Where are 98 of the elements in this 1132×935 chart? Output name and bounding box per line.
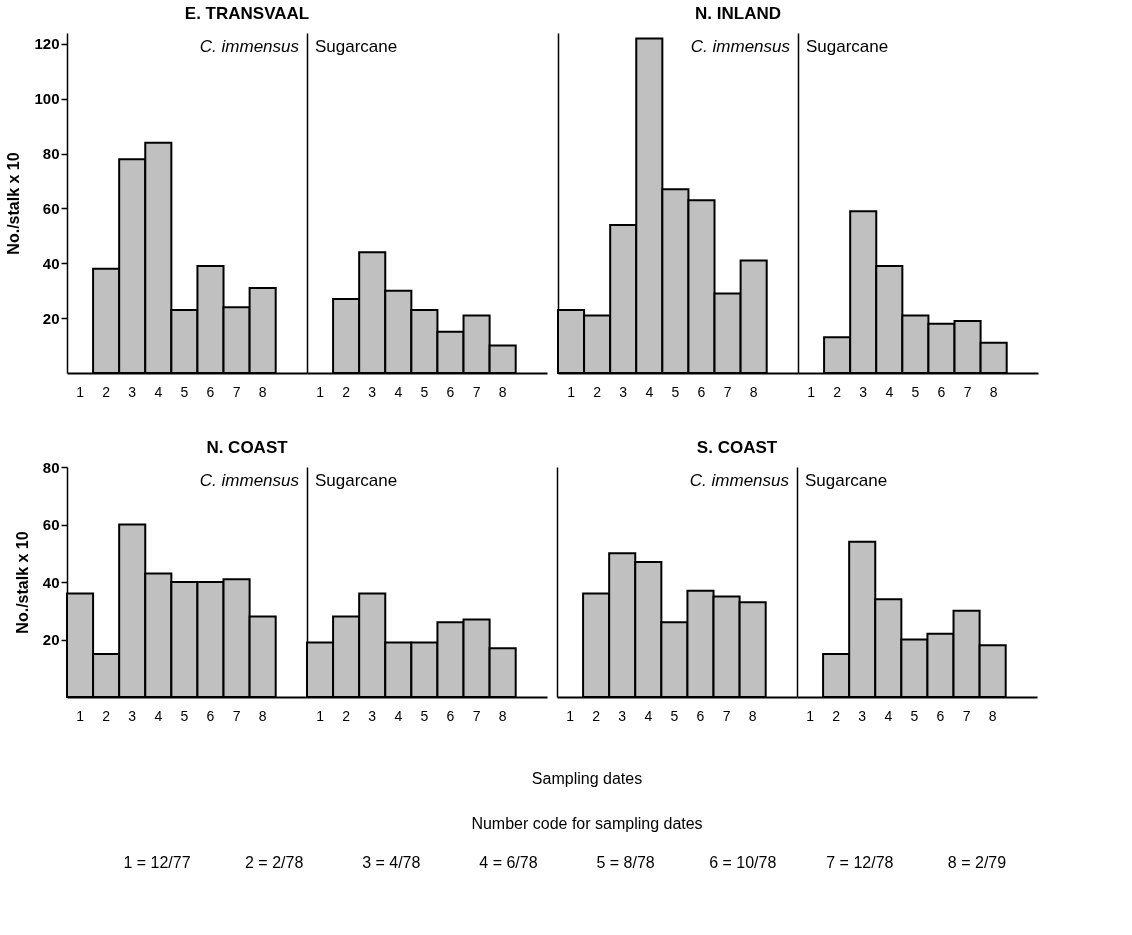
- chart-title: E. TRANSVAAL: [184, 4, 310, 23]
- x-tick-label: 4: [645, 383, 654, 400]
- x-tick-label: 4: [884, 707, 893, 724]
- text: Number code for sampling dates: [471, 815, 703, 832]
- x-tick-label: 2: [832, 707, 841, 724]
- y-tick-label: 80: [42, 145, 60, 163]
- x-tick-label: 3: [128, 707, 137, 724]
- x-tick-label: 6: [206, 707, 215, 724]
- x-tick-label: 8: [498, 383, 507, 400]
- x-tick-label: 8: [498, 707, 507, 724]
- chart-subtitle: Sugarcane: [806, 37, 889, 56]
- x-tick-label: 3: [128, 383, 137, 400]
- x-tick-label: 4: [154, 383, 163, 400]
- x-tick-label: 8: [989, 383, 998, 400]
- chart-subtitle: C. immensus: [199, 471, 300, 490]
- x-tick-label: 7: [963, 383, 972, 400]
- text: 4 = 6/78: [479, 854, 538, 871]
- x-tick-label: 8: [988, 707, 997, 724]
- x-tick-label: 2: [102, 383, 111, 400]
- chart-subtitle: C. immensus: [689, 471, 790, 490]
- text: 5 = 8/78: [596, 854, 655, 871]
- x-tick-label: 1: [806, 707, 815, 724]
- text: 7 = 12/78: [826, 854, 894, 871]
- x-tick-label: 2: [102, 707, 111, 724]
- x-tick-label: 3: [618, 707, 627, 724]
- x-tick-label: 5: [180, 383, 189, 400]
- x-tick-label: 3: [619, 383, 628, 400]
- x-tick-label: 4: [394, 707, 403, 724]
- x-tick-label: 8: [258, 707, 267, 724]
- x-tick-label: 2: [342, 707, 351, 724]
- x-tick-label: 2: [592, 707, 601, 724]
- text: 3 = 4/78: [362, 854, 421, 871]
- chart-subtitle: Sugarcane: [315, 37, 398, 56]
- x-tick-label: 6: [696, 707, 705, 724]
- y-tick-label: 120: [34, 35, 60, 53]
- x-tick-label: 5: [420, 707, 429, 724]
- x-tick-label: 8: [258, 383, 267, 400]
- x-tick-label: 2: [593, 383, 602, 400]
- x-tick-label: 6: [697, 383, 706, 400]
- x-tick-label: 6: [936, 707, 945, 724]
- x-tick-label: 4: [644, 707, 653, 724]
- chart-title: S. COAST: [696, 438, 778, 457]
- x-tick-label: 8: [749, 383, 758, 400]
- y-tick-label: 40: [42, 254, 60, 272]
- x-tick-label: 7: [722, 707, 731, 724]
- y-tick-label: 20: [42, 309, 60, 327]
- x-tick-label: 2: [833, 383, 842, 400]
- x-tick-label: 3: [368, 707, 377, 724]
- x-tick-label: 1: [316, 707, 325, 724]
- y-axis-title: No./stalk x 10: [5, 152, 23, 255]
- y-tick-label: 100: [34, 90, 60, 108]
- text: Sampling dates: [531, 770, 643, 787]
- x-tick-label: 1: [807, 383, 816, 400]
- x-tick-label: 1: [316, 383, 325, 400]
- x-tick-label: 6: [206, 383, 215, 400]
- text: 8 = 2/79: [947, 854, 1007, 871]
- y-axis-title: No./stalk x 10: [13, 531, 31, 634]
- text: 1 = 12/77: [123, 854, 191, 871]
- chart-title: N. INLAND: [695, 4, 781, 23]
- chart-subtitle: C. immensus: [199, 37, 300, 56]
- x-tick-label: 5: [670, 707, 679, 724]
- x-tick-label: 7: [232, 383, 241, 400]
- x-tick-label: 5: [420, 383, 429, 400]
- x-tick-label: 7: [232, 707, 241, 724]
- y-tick-label: 20: [42, 631, 60, 648]
- x-tick-label: 1: [567, 383, 576, 400]
- x-tick-label: 7: [962, 707, 971, 724]
- chart-title: N. COAST: [206, 438, 289, 457]
- x-tick-label: 5: [910, 707, 919, 724]
- x-tick-label: 4: [154, 707, 163, 724]
- x-tick-label: 7: [472, 383, 481, 400]
- chart-subtitle: C. immensus: [690, 37, 791, 56]
- x-tick-label: 5: [180, 707, 189, 724]
- x-tick-label: 6: [446, 707, 455, 724]
- x-tick-label: 6: [446, 383, 455, 400]
- x-tick-label: 6: [937, 383, 946, 400]
- x-tick-label: 4: [394, 383, 403, 400]
- x-tick-label: 7: [723, 383, 732, 400]
- x-tick-label: 5: [911, 383, 920, 400]
- y-tick-label: 60: [42, 199, 60, 217]
- x-tick-label: 1: [76, 383, 85, 400]
- x-tick-label: 4: [885, 383, 894, 400]
- chart-subtitle: Sugarcane: [805, 471, 888, 490]
- x-tick-label: 2: [342, 383, 351, 400]
- x-tick-label: 3: [368, 383, 377, 400]
- text: 6 = 10/78: [709, 854, 777, 871]
- chart-subtitle: Sugarcane: [315, 471, 398, 490]
- y-tick-label: 60: [42, 516, 60, 533]
- y-tick-label: 80: [42, 458, 60, 476]
- x-tick-label: 3: [858, 707, 867, 724]
- text: 2 = 2/78: [245, 854, 304, 871]
- x-tick-label: 1: [566, 707, 575, 724]
- x-tick-label: 8: [748, 707, 757, 724]
- x-tick-label: 3: [859, 383, 868, 400]
- x-tick-label: 5: [671, 383, 680, 400]
- x-tick-label: 1: [76, 707, 85, 724]
- x-tick-label: 7: [472, 707, 481, 724]
- y-tick-label: 40: [42, 573, 60, 591]
